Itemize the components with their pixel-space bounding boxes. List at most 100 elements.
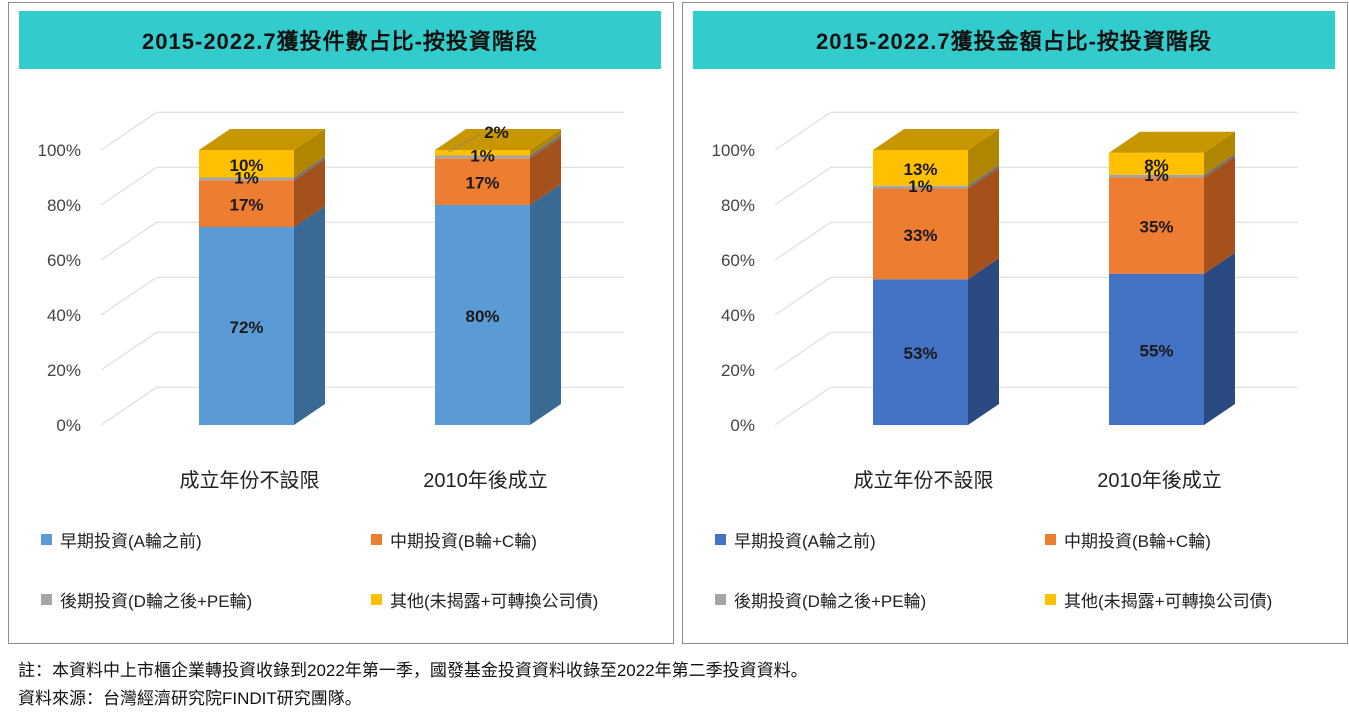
legend-label: 早期投資(A輪之前) [60,532,202,551]
legend-swatch [715,594,726,605]
data-label: 1% [470,147,495,166]
data-label: 35% [1139,218,1173,237]
legend-item: 其他(未揭露+可轉換公司債) [1045,587,1272,612]
bar-front [435,158,530,205]
stacked-bar-chart-count: 0% 20% 40% 60% 80% 100% 成立年份不設限 2010年後成立 72% 17% 1… [38,111,624,492]
bar-front [199,180,294,227]
y-tick-label: 80% [721,196,755,215]
data-label: 53% [903,344,937,363]
bar-side [294,129,325,178]
gridline [100,276,158,316]
bar-segment [873,167,999,280]
bar-segment [199,206,325,425]
bar-segment [435,137,561,205]
bar-front [199,227,294,425]
bar-segment [873,164,999,189]
bar-front [1109,273,1204,425]
bar-segment [435,184,561,425]
bar-front [873,185,968,189]
y-tick-label: 100% [38,141,81,160]
legend-label: 其他(未揭露+可轉換公司債) [1064,592,1273,611]
bar-segment [199,129,325,178]
bar-side [968,167,999,280]
y-tick-label: 20% [721,361,755,380]
chart-panel-count: 2015-2022.7獲投件數占比-按投資階段 0% 20% 40% 60% 80% 10… [8,2,674,644]
bar-segment [1109,153,1235,178]
legend-swatch [371,594,382,605]
bar-front [435,150,530,156]
bar-front [873,188,968,280]
legend-label: 中期投資(B輪+C輪) [1064,532,1211,551]
bar-side [1204,252,1235,425]
footer-source: 資料來源：台灣經濟研究院FINDIT研究團隊。 [18,689,362,708]
bar-segment [435,129,561,156]
y-tick-label: 40% [721,306,755,325]
bar-side [530,129,561,156]
data-label: 80% [465,307,499,326]
chart-title: 2015-2022.7獲投件數占比-按投資階段 [19,11,661,69]
legend-swatch [715,534,726,545]
legend-swatch [41,534,52,545]
bar-segment [199,159,325,227]
legend-swatch [1045,594,1056,605]
legend-label: 其他(未揭露+可轉換公司債) [390,592,599,611]
bar-front [435,205,530,425]
y-tick-label: 40% [47,306,81,325]
bar-top [435,129,561,150]
data-label: 8% [1144,156,1169,175]
x-category-label: 2010年後成立 [423,469,548,492]
bar-segment [873,129,999,186]
legend-item: 中期投資(B輪+C輪) [1045,527,1211,552]
bar-side [1204,131,1235,175]
bar-front [873,150,968,186]
gridline [774,221,832,261]
label-leader-line [448,133,481,153]
legend-item: 早期投資(A輪之前) [41,527,202,552]
bar-top [1109,131,1235,153]
legend-item: 其他(未揭露+可轉換公司債) [371,587,598,612]
gridline [100,166,158,206]
gridline [774,276,832,316]
data-label: 55% [1139,341,1173,360]
y-tick-label: 80% [47,196,81,215]
x-category-label: 成立年份不設限 [180,469,320,492]
legend-item: 後期投資(D輪之後+PE輪) [41,587,252,612]
gridline [774,386,832,426]
data-label: 2% [484,123,509,142]
bar-side [294,156,325,181]
bar-segment [873,258,999,425]
data-label: 17% [229,196,263,215]
gridline [100,221,158,261]
data-label: 17% [465,174,499,193]
x-category-label: 成立年份不設限 [854,469,994,492]
chart-legend: 早期投資(A輪之前) 中期投資(B輪+C輪) 後期投資(D輪之後+PE輪) 其他(未揭… [715,517,1335,627]
legend-swatch [1045,534,1056,545]
chart-legend: 早期投資(A輪之前) 中期投資(B輪+C輪) 後期投資(D輪之後+PE輪) 其他(未揭… [41,517,661,627]
bar-side [1204,156,1235,274]
bar-front [435,155,530,159]
stacked-bar-chart-amount: 0% 20% 40% 60% 80% 100% 成立年份不設限 2010年後成立 53% 33% 1… [712,111,1298,492]
x-category-label: 2010年後成立 [1097,469,1222,492]
legend-label: 中期投資(B輪+C輪) [390,532,537,551]
gridline [774,331,832,371]
data-label: 72% [229,318,263,337]
bar-side [968,164,999,189]
bar-side [968,129,999,186]
legend-label: 早期投資(A輪之前) [734,532,876,551]
bar-top [199,129,325,150]
legend-item: 後期投資(D輪之後+PE輪) [715,587,926,612]
gridline [774,111,832,151]
data-label: 10% [229,156,263,175]
bar-segment [1109,131,1235,175]
data-label: 13% [903,160,937,179]
data-label: 1% [234,169,259,188]
footer-note: 註：本資料中上市櫃企業轉投資收錄到2022年第一季，國發基金投資資料收錄至202… [18,661,808,680]
legend-label: 後期投資(D輪之後+PE輪) [60,592,253,611]
bar-front [199,177,294,181]
bar-side [294,159,325,227]
bar-front [1109,177,1204,274]
legend-swatch [371,534,382,545]
y-tick-label: 0% [730,416,755,435]
gridline [100,111,158,151]
y-tick-label: 20% [47,361,81,380]
